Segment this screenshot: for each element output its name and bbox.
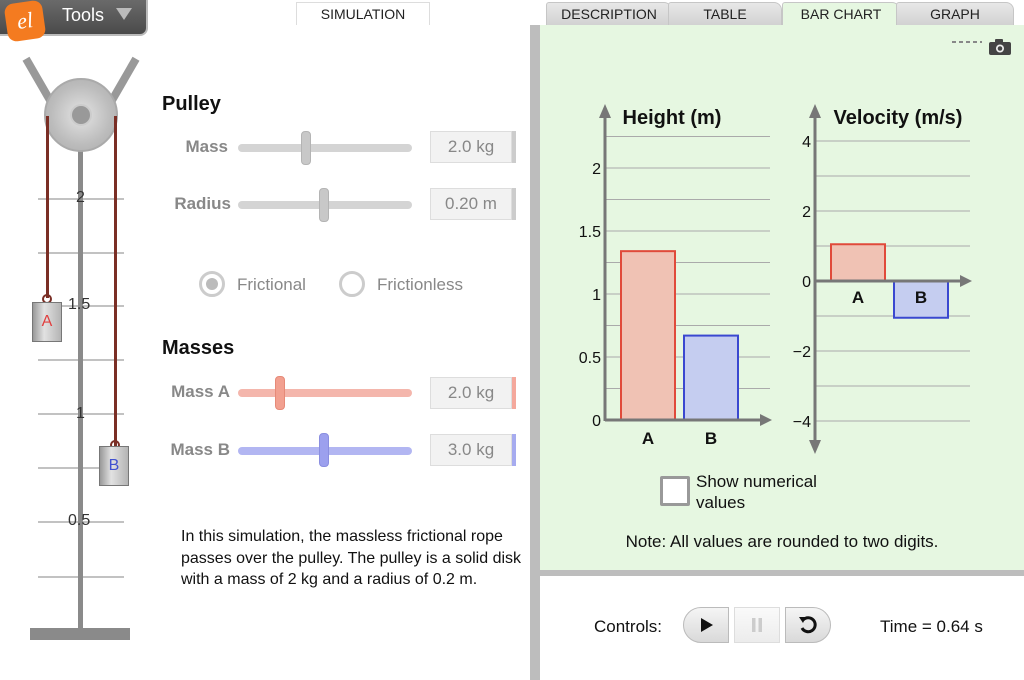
elapsed-time: Time = 0.64 s <box>880 617 983 636</box>
dropdown-caret-icon <box>116 8 132 20</box>
value-edge <box>512 188 516 220</box>
pulley-mass-thumb[interactable] <box>301 131 311 165</box>
bar-a <box>830 243 886 282</box>
simulation-description: In this simulation, the massless frictio… <box>181 528 522 588</box>
ruler-label: 0.5 <box>68 512 91 529</box>
camera-icon[interactable] <box>988 38 1012 56</box>
pulley-radius-thumb[interactable] <box>319 188 329 222</box>
stand-pole <box>78 90 83 632</box>
y-tick-label: 0 <box>592 413 601 430</box>
x-axis-arrow-icon <box>960 275 972 287</box>
y-tick-label: 2 <box>802 204 811 221</box>
mass-b-thumb[interactable] <box>319 433 329 467</box>
ruler-label: 1 <box>76 405 85 422</box>
pulley-mass-label: Mass <box>185 137 228 156</box>
reset-icon <box>799 616 817 634</box>
y-tick-label: 0.5 <box>579 350 601 367</box>
tab-graph[interactable]: GRAPH <box>896 2 1014 25</box>
y-tick-label: −2 <box>793 344 811 361</box>
y-axis-arrow-icon <box>809 104 821 118</box>
masses-section-title: Masses <box>162 337 235 359</box>
show-numerical-values-label: Show numerical values <box>696 471 856 513</box>
frictional-radio[interactable] <box>199 271 225 297</box>
pulley-radius-value[interactable]: 0.20 m <box>430 188 512 220</box>
chart-title: Velocity (m/s) <box>834 107 963 129</box>
show-numerical-values-checkbox[interactable] <box>660 476 690 506</box>
rope-a <box>46 116 49 298</box>
tab-table[interactable]: TABLE <box>668 2 782 25</box>
pulley-section-title: Pulley <box>162 93 221 115</box>
y-tick-label: 1.5 <box>579 224 601 241</box>
mass-a-value[interactable]: 2.0 kg <box>430 377 512 409</box>
y-axis-arrow-icon <box>809 440 821 454</box>
x-axis-arrow-icon <box>760 414 772 426</box>
category-label: B <box>705 429 717 448</box>
mass-b-value[interactable]: 3.0 kg <box>430 434 512 466</box>
panel-divider-horizontal <box>540 570 1024 576</box>
tab-bar-chart[interactable]: BAR CHART <box>782 2 900 25</box>
y-tick-label: 4 <box>802 134 811 151</box>
panel-divider <box>530 25 540 680</box>
value-edge <box>512 131 516 163</box>
rope-b <box>114 116 117 446</box>
reset-button[interactable] <box>785 607 831 643</box>
explorelearning-logo: el <box>3 0 47 43</box>
controls-label: Controls: <box>594 617 663 636</box>
y-axis-arrow-icon <box>599 104 611 118</box>
category-label: A <box>852 288 864 307</box>
height-chart: 0 0.5 1 1.5 2 A B Height (m) <box>579 104 772 448</box>
weight-b[interactable]: B <box>99 446 129 486</box>
stand-base <box>30 628 130 640</box>
camera-selection-guide <box>952 41 982 43</box>
tab-simulation[interactable]: SIMULATION <box>296 2 430 25</box>
pause-icon <box>752 618 762 632</box>
bar-b <box>683 334 739 421</box>
mass-b-color-indicator <box>512 434 516 466</box>
weight-a[interactable]: A <box>32 302 62 342</box>
frictional-label: Frictional <box>237 275 306 294</box>
category-label: B <box>915 288 927 307</box>
y-tick-label: −4 <box>793 414 811 431</box>
play-button[interactable] <box>683 607 729 643</box>
mass-a-label: Mass A <box>171 382 230 401</box>
y-tick-label: 1 <box>592 287 601 304</box>
checkbox-label-line1: Show numerical <box>696 472 817 491</box>
pulley-mass-slider[interactable] <box>238 144 412 152</box>
y-tick-label: 0 <box>802 274 811 291</box>
pause-button[interactable] <box>734 607 780 643</box>
y-tick-label: 2 <box>592 161 601 178</box>
checkbox-label-line2: values <box>696 493 746 512</box>
mass-a-slider[interactable] <box>238 389 412 397</box>
pulley-hub <box>70 104 92 126</box>
bar-a <box>620 250 676 421</box>
pulley-radius-label: Radius <box>174 194 231 213</box>
mass-b-label: Mass B <box>170 440 230 459</box>
pulley-mass-value[interactable]: 2.0 kg <box>430 131 512 163</box>
chart-title: Height (m) <box>623 107 722 129</box>
ruler-label: 2 <box>76 189 85 206</box>
rounding-note: Note: All values are rounded to two digi… <box>625 532 939 551</box>
tools-label: Tools <box>62 5 105 25</box>
frictionless-radio[interactable] <box>339 271 365 297</box>
frictionless-label: Frictionless <box>377 275 463 294</box>
mass-a-thumb[interactable] <box>275 376 285 410</box>
velocity-chart: 4 2 0 −2 −4 A B Velocity (m/s) <box>793 104 972 454</box>
play-icon <box>701 618 713 632</box>
category-label: A <box>642 429 654 448</box>
ruler-label: 1.5 <box>68 296 91 313</box>
mass-a-color-indicator <box>512 377 516 409</box>
